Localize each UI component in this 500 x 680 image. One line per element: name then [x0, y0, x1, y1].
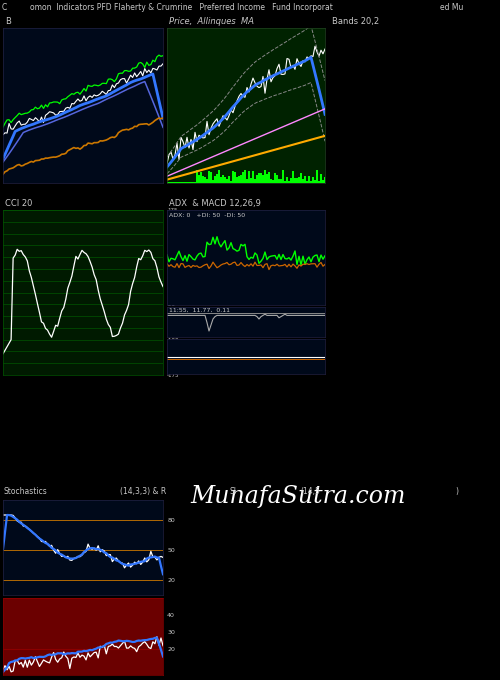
Text: Stochastics: Stochastics	[3, 487, 47, 496]
Bar	[168, 182, 170, 183]
Bar	[292, 171, 294, 183]
Bar	[322, 180, 324, 183]
Bar	[320, 174, 322, 183]
Bar	[178, 182, 180, 183]
Bar	[266, 174, 268, 183]
Bar	[230, 180, 232, 183]
Bar	[258, 173, 260, 183]
Bar	[198, 175, 200, 183]
Bar	[204, 177, 206, 183]
Bar	[288, 182, 290, 183]
Bar	[194, 182, 196, 183]
Bar	[316, 170, 318, 183]
Bar	[298, 177, 300, 183]
Bar	[306, 181, 308, 183]
Bar	[238, 176, 240, 183]
Bar	[262, 175, 264, 183]
Bar	[228, 176, 230, 183]
Bar	[270, 179, 272, 183]
Bar	[174, 182, 176, 183]
Bar	[246, 180, 248, 183]
Bar	[176, 182, 178, 183]
Bar	[166, 182, 168, 183]
Bar	[296, 177, 298, 183]
Bar	[284, 181, 286, 183]
Bar	[188, 182, 190, 183]
Bar	[196, 170, 198, 183]
Bar	[202, 176, 204, 183]
Bar	[278, 179, 280, 183]
Bar	[274, 173, 276, 183]
Bar	[220, 177, 222, 183]
Text: SI: SI	[230, 487, 237, 496]
Text: B: B	[5, 17, 11, 26]
Text: ADX  & MACD 12,26,9: ADX & MACD 12,26,9	[169, 199, 261, 208]
Bar	[190, 182, 192, 183]
Text: Price,  Allinques  MA: Price, Allinques MA	[169, 17, 254, 26]
Text: ): )	[455, 487, 458, 496]
Text: CCI 20: CCI 20	[5, 199, 32, 208]
Bar	[250, 178, 252, 183]
Bar	[200, 172, 202, 183]
Text: (14,5: (14,5	[300, 487, 320, 496]
Bar	[308, 176, 310, 183]
Bar	[186, 182, 188, 183]
Bar	[218, 171, 220, 183]
Bar	[192, 182, 194, 183]
Bar	[224, 177, 226, 183]
Bar	[294, 178, 296, 183]
Bar	[304, 176, 306, 183]
Bar	[222, 175, 224, 183]
Text: (14,3,3) & R: (14,3,3) & R	[120, 487, 166, 496]
Bar	[252, 171, 254, 183]
Bar	[318, 181, 320, 183]
Text: C: C	[2, 3, 7, 12]
Bar	[272, 180, 274, 183]
Bar	[212, 180, 214, 183]
Bar	[184, 182, 186, 183]
Text: omon  Indicators PFD Flaherty & Crumrine   Preferred Income   Fund Incorporat: omon Indicators PFD Flaherty & Crumrine …	[30, 3, 333, 12]
Bar	[314, 180, 316, 183]
Bar	[182, 182, 184, 183]
Bar	[280, 180, 282, 183]
Bar	[232, 171, 234, 183]
Text: ADX: 0   +DI: 50  -DI: 50: ADX: 0 +DI: 50 -DI: 50	[168, 213, 244, 218]
Text: 11:55,  11.77,  0.11: 11:55, 11.77, 0.11	[168, 308, 230, 313]
Bar	[268, 172, 270, 183]
Bar	[310, 181, 312, 183]
Bar	[216, 174, 218, 183]
Bar	[234, 171, 236, 183]
Bar	[282, 170, 284, 183]
Bar	[226, 179, 228, 183]
Bar	[254, 180, 256, 183]
Bar	[242, 172, 244, 183]
Bar	[300, 173, 302, 183]
Bar	[180, 182, 182, 183]
Bar	[276, 175, 278, 183]
Text: ed Mu: ed Mu	[440, 3, 464, 12]
Bar	[260, 173, 262, 183]
Bar	[214, 175, 216, 183]
Bar	[290, 178, 292, 183]
Bar	[286, 177, 288, 183]
Bar	[256, 175, 258, 183]
Bar	[244, 170, 246, 183]
Bar	[210, 171, 212, 183]
Text: MunafaSutra.com: MunafaSutra.com	[190, 485, 406, 508]
Bar	[302, 179, 304, 183]
Bar	[264, 169, 266, 183]
Bar	[170, 182, 172, 183]
Bar	[172, 182, 174, 183]
Bar	[240, 175, 242, 183]
Bar	[208, 171, 210, 183]
Bar	[236, 177, 238, 183]
Text: Bands 20,2: Bands 20,2	[332, 17, 379, 26]
Bar	[248, 171, 250, 183]
Bar	[324, 177, 326, 183]
Bar	[312, 177, 314, 183]
Bar	[206, 179, 208, 183]
